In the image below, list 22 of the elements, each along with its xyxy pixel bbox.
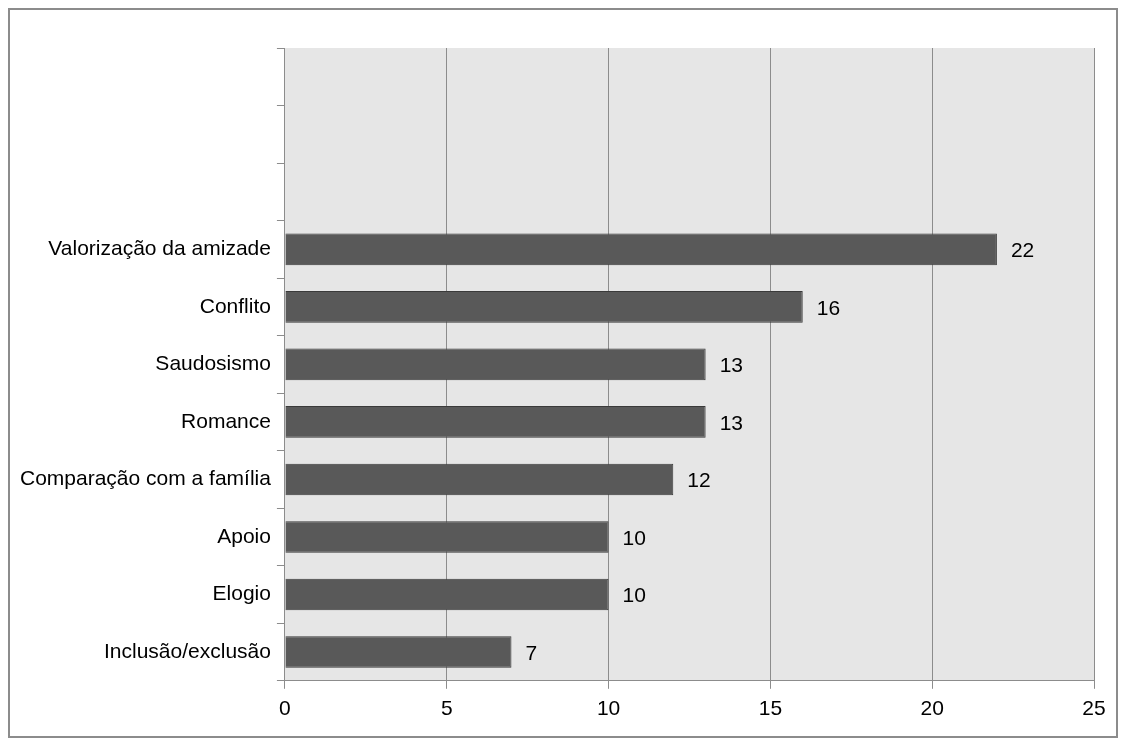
data-label: 13 [719, 353, 744, 377]
x-tick-label: 10 [596, 696, 621, 720]
data-label: 10 [622, 583, 646, 607]
data-label: 22 [1010, 238, 1035, 262]
data-label: 12 [687, 468, 711, 492]
y-tick-label: Inclusão/exclusão [104, 638, 271, 662]
x-tick-label: 20 [920, 696, 944, 720]
y-tick-label: Romance [181, 408, 271, 432]
y-tick-label: Saudosismo [155, 351, 271, 375]
y-tick-label: Conflito [199, 293, 271, 317]
data-label: 16 [816, 295, 841, 319]
y-tick-label: Apoio [217, 523, 271, 547]
y-tick-label: Elogio [212, 581, 271, 605]
y-tick-label: Comparação com a família [20, 466, 272, 490]
data-label: 13 [719, 410, 744, 434]
y-tick-label: Valorização da amizade [48, 236, 271, 260]
x-tick-label: 5 [440, 696, 453, 720]
x-tick-label: 25 [1082, 696, 1106, 720]
data-label: 10 [622, 525, 646, 549]
x-tick-label: 0 [279, 696, 291, 720]
data-label: 7 [525, 640, 538, 664]
x-tick-label: 15 [758, 696, 783, 720]
